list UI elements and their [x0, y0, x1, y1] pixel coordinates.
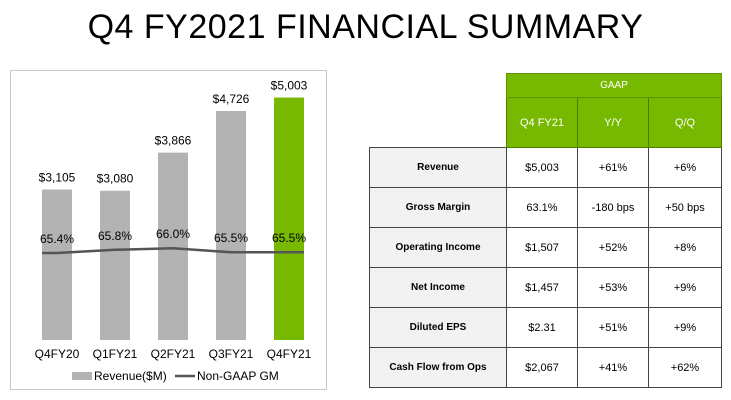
- table-row: Gross Margin 63.1% -180 bps +50 bps: [369, 187, 722, 228]
- x-tick-label: Q1FY21: [93, 347, 138, 361]
- gm-line: [42, 246, 304, 255]
- legend-label-gm: Non-GAAP GM: [197, 369, 279, 383]
- col-header-q4fy21: Q4 FY21: [506, 97, 578, 148]
- table-cell: 63.1%: [506, 187, 578, 228]
- table-cell: $1,457: [506, 267, 578, 308]
- bar-value-label: $5,003: [271, 79, 308, 93]
- revenue-bar: [42, 189, 72, 340]
- row-label: Revenue: [369, 147, 507, 188]
- legend-swatch-revenue: [72, 372, 92, 380]
- legend-label-revenue: Revenue($M): [94, 369, 167, 383]
- row-label: Cash Flow from Ops: [369, 347, 507, 388]
- table-cell: +41%: [577, 347, 649, 388]
- table-cell: +6%: [648, 147, 722, 188]
- x-tick-label: Q3FY21: [209, 347, 254, 361]
- row-label: Net Income: [369, 267, 507, 308]
- x-tick-label: Q4FY21: [267, 347, 312, 361]
- col-header-qq: Q/Q: [648, 97, 722, 148]
- table-row: Revenue $5,003 +61% +6%: [369, 147, 722, 188]
- table-cell: +53%: [577, 267, 649, 308]
- gaap-summary-table: GAAP Q4 FY21 Y/Y Q/Q Revenue $5,003 +61%…: [369, 73, 722, 388]
- table-cell: $2,067: [506, 347, 578, 388]
- table-cell: $5,003: [506, 147, 578, 188]
- col-header-yy: Y/Y: [577, 97, 649, 148]
- bar-value-label: $4,726: [213, 92, 250, 106]
- bar-value-label: $3,866: [155, 134, 192, 148]
- chart-frame: [10, 70, 327, 390]
- table-cell: -180 bps: [577, 187, 649, 228]
- table-cell: +61%: [577, 147, 649, 188]
- gm-value-label: 65.4%: [40, 232, 74, 246]
- gm-value-label: 65.8%: [98, 229, 132, 243]
- bar-value-label: $3,105: [39, 171, 76, 185]
- table-cell: +50 bps: [648, 187, 722, 228]
- revenue-bar: [158, 152, 188, 340]
- row-label: Gross Margin: [369, 187, 507, 228]
- table-cell: +51%: [577, 307, 649, 348]
- revenue-bar: [216, 110, 246, 341]
- revenue-bar: [100, 190, 130, 340]
- x-tick-label: Q2FY21: [151, 347, 196, 361]
- page-title: Q4 FY2021 FINANCIAL SUMMARY: [87, 8, 644, 46]
- table-cell: $2.31: [506, 307, 578, 348]
- x-tick-label: Q4FY20: [35, 347, 80, 361]
- table-cell: $1,507: [506, 227, 578, 268]
- gm-value-label: 65.5%: [214, 231, 248, 245]
- revenue-bar: [274, 97, 304, 340]
- gm-value-label: 65.5%: [272, 231, 306, 245]
- table-cell: +9%: [648, 267, 722, 308]
- table-cell: +8%: [648, 227, 722, 268]
- bar-value-label: $3,080: [97, 172, 134, 186]
- table-cell: +52%: [577, 227, 649, 268]
- table-cell: +9%: [648, 307, 722, 348]
- gm-value-label: 66.0%: [156, 227, 190, 241]
- table-cell: +62%: [648, 347, 722, 388]
- gaap-group-header: GAAP: [506, 73, 722, 98]
- row-label: Diluted EPS: [369, 307, 507, 348]
- row-label: Operating Income: [369, 227, 507, 268]
- table-row: Net Income $1,457 +53% +9%: [369, 267, 722, 308]
- table-row: Operating Income $1,507 +52% +8%: [369, 227, 722, 268]
- table-row: Cash Flow from Ops $2,067 +41% +62%: [369, 347, 722, 388]
- table-row: Diluted EPS $2.31 +51% +9%: [369, 307, 722, 348]
